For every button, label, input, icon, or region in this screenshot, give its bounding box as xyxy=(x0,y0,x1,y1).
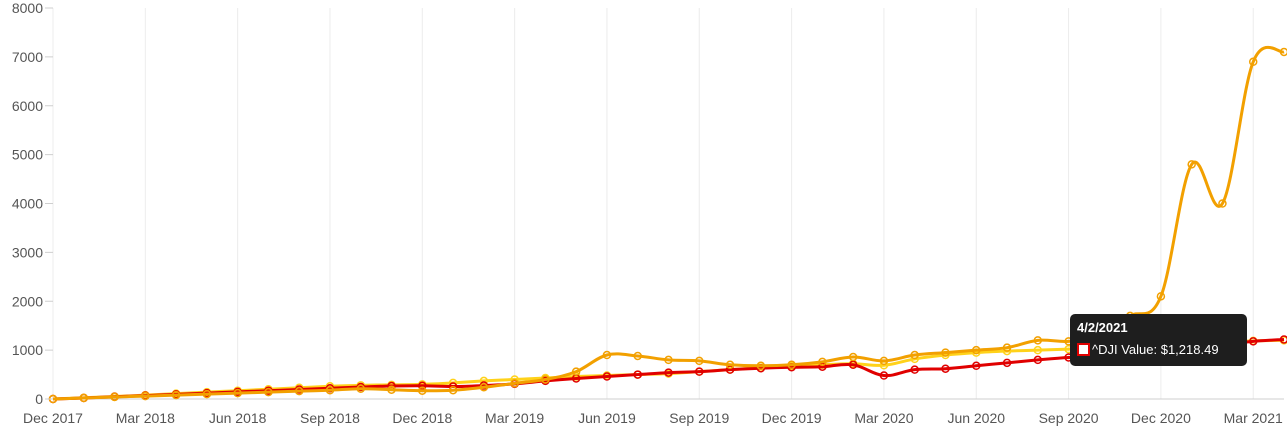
data-point[interactable] xyxy=(848,352,858,362)
data-point[interactable] xyxy=(387,385,396,394)
x-axis-ticks: Dec 2017 Mar 2018 Jun 2018 Sep 2018 Dec 2018… xyxy=(23,410,1283,426)
data-point[interactable] xyxy=(725,360,735,370)
y-tick-label: 8000 xyxy=(12,0,43,16)
data-point[interactable] xyxy=(1248,57,1258,67)
x-tick-label: Mar 2018 xyxy=(116,410,175,426)
y-axis-ticks: 0 1000 2000 3000 4000 5000 6000 7000 8000 xyxy=(12,0,53,407)
data-point[interactable] xyxy=(1002,343,1012,352)
data-point[interactable] xyxy=(325,385,335,395)
x-tick-label: Dec 2020 xyxy=(1131,410,1191,426)
y-tick-label: 2000 xyxy=(12,293,43,309)
x-tick-label: Sep 2019 xyxy=(669,410,729,426)
data-point[interactable] xyxy=(664,355,673,365)
x-tick-label: Jun 2020 xyxy=(947,410,1005,426)
data-point[interactable] xyxy=(848,360,858,370)
data-point[interactable] xyxy=(972,345,981,355)
y-tick-label: 0 xyxy=(35,391,43,407)
x-tick-label: Sep 2018 xyxy=(300,410,360,426)
data-point[interactable] xyxy=(233,388,242,398)
data-point[interactable] xyxy=(1279,335,1287,344)
data-point[interactable] xyxy=(756,361,766,371)
data-point[interactable] xyxy=(910,365,919,374)
y-tick-label: 1000 xyxy=(12,342,43,358)
data-point[interactable] xyxy=(1218,199,1227,208)
data-point[interactable] xyxy=(418,386,427,395)
data-point[interactable] xyxy=(571,367,581,376)
data-point[interactable] xyxy=(941,364,950,373)
data-point[interactable] xyxy=(1033,345,1043,355)
y-tick-label: 7000 xyxy=(12,49,43,65)
y-tick-label: 4000 xyxy=(12,196,43,212)
x-tick-label: Mar 2020 xyxy=(854,410,913,426)
data-point[interactable] xyxy=(448,385,458,395)
x-tick-label: Mar 2019 xyxy=(485,410,544,426)
x-tick-label: Dec 2017 xyxy=(23,410,83,426)
data-point[interactable] xyxy=(110,392,119,402)
data-point[interactable] xyxy=(479,383,489,392)
data-point[interactable] xyxy=(1187,160,1196,169)
data-point[interactable] xyxy=(510,379,519,388)
x-tick-label: Mar 2021 xyxy=(1224,410,1283,426)
x-tick-label: Sep 2020 xyxy=(1039,410,1099,426)
data-point[interactable] xyxy=(602,372,612,381)
data-point[interactable] xyxy=(1279,47,1287,57)
data-point[interactable] xyxy=(79,393,89,403)
tooltip-date: 4/2/2021 xyxy=(1077,320,1128,335)
data-point[interactable] xyxy=(633,370,642,379)
data-point[interactable] xyxy=(972,361,981,371)
data-point[interactable] xyxy=(1248,337,1258,346)
x-tick-label: Jun 2018 xyxy=(209,410,267,426)
data-point[interactable] xyxy=(695,367,704,376)
data-point[interactable] xyxy=(879,371,889,380)
y-tick-label: 3000 xyxy=(12,244,43,260)
data-point[interactable] xyxy=(356,384,365,393)
data-point[interactable] xyxy=(602,350,612,360)
data-point[interactable] xyxy=(818,357,827,367)
x-tick-label: Jun 2019 xyxy=(578,410,636,426)
y-tick-label: 5000 xyxy=(12,147,43,163)
y-tick-label: 6000 xyxy=(12,98,43,114)
data-point[interactable] xyxy=(294,386,304,396)
tooltip: 4/2/2021 ^DJI Value: $1,218.49 xyxy=(1070,314,1247,366)
data-point[interactable] xyxy=(910,350,919,360)
data-point[interactable] xyxy=(664,368,673,377)
data-point[interactable] xyxy=(171,390,181,400)
data-point[interactable] xyxy=(1033,355,1043,365)
data-point[interactable] xyxy=(1002,358,1012,368)
x-tick-label: Dec 2019 xyxy=(762,410,822,426)
data-point[interactable] xyxy=(1033,336,1043,345)
data-point[interactable] xyxy=(879,356,889,366)
data-point[interactable] xyxy=(941,348,950,357)
data-point[interactable] xyxy=(1156,292,1166,301)
data-point[interactable] xyxy=(264,387,273,397)
tooltip-row: ^DJI Value: $1,218.49 xyxy=(1077,342,1219,357)
data-point[interactable] xyxy=(541,375,550,384)
data-point[interactable] xyxy=(633,351,642,361)
x-tick-label: Dec 2018 xyxy=(392,410,452,426)
data-point[interactable] xyxy=(787,360,796,370)
tooltip-swatch xyxy=(1077,343,1090,356)
data-point[interactable] xyxy=(141,391,150,401)
data-point[interactable] xyxy=(202,389,212,399)
data-point[interactable] xyxy=(695,356,704,366)
tooltip-value: ^DJI Value: $1,218.49 xyxy=(1092,342,1219,357)
